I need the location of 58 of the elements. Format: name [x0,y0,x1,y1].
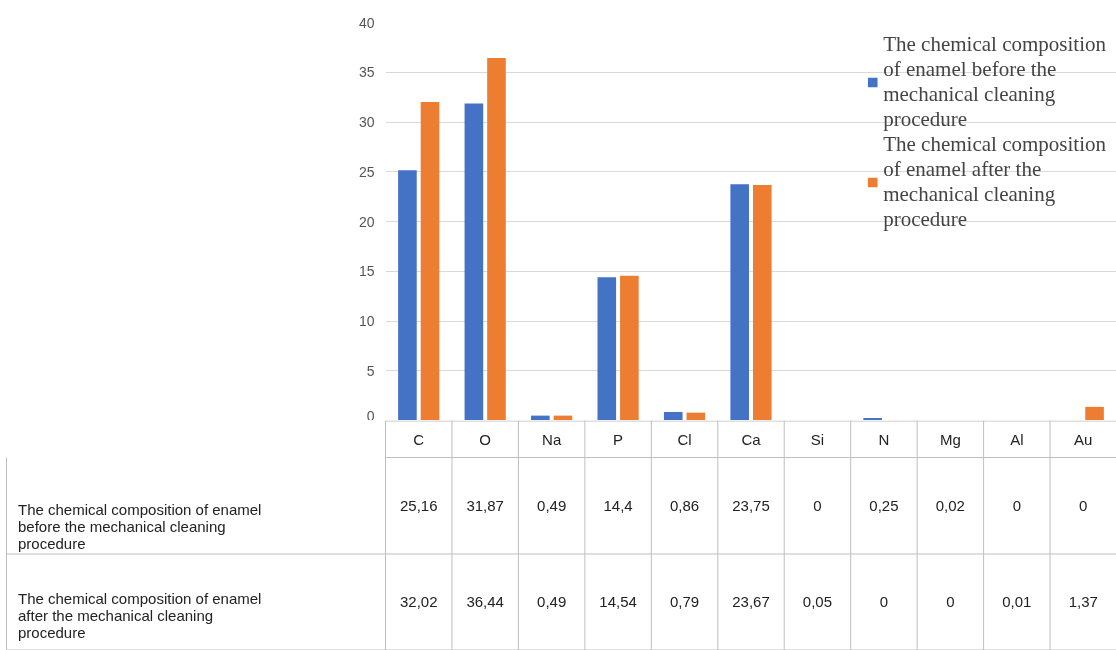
y-tick-label: 20 [358,213,375,230]
x-tick-label: Si [810,430,825,448]
x-tick-label: Ca [741,430,762,448]
bar [420,101,440,420]
bar [730,184,750,420]
data-label: 1,37 [1068,593,1098,611]
x-tick-label: Au [1074,430,1093,448]
data-label: 25,16 [399,496,438,514]
bar [464,103,484,420]
x-tick-label: Cl [677,430,692,448]
x-tick-label: O [479,430,492,448]
bar [1085,406,1104,420]
legend-label: The chemical composition of enamel after the mechanical cleaning procedure [883,132,1106,232]
data-label: 14,4 [603,496,633,514]
legend-label: The chemical composition of enamel before the mechanical cleaning procedure [883,32,1106,132]
data-label: 0 [813,496,822,514]
bar [620,275,639,420]
x-tick-label: Mg [939,430,961,448]
data-label: 0,25 [869,496,899,514]
y-tick-label: 40 [358,14,375,31]
text: The chemical composition of enamel after the mechanical cleaning procedure [18,590,262,641]
data-label: 32,02 [399,593,438,611]
y-tick-label: 0 [366,407,375,424]
data-label: 14,54 [599,593,637,611]
x-tick-label: N [878,430,890,448]
data-label: 36,44 [466,593,504,611]
y-tick-label: 10 [358,313,375,329]
x-tick-label: Na [542,430,562,448]
x-tick-label: C [413,430,425,448]
data-label: 0,02 [935,496,965,514]
y-tick-label: 30 [358,114,375,130]
data-label: 31,87 [466,496,504,514]
data-label: 0 [946,593,955,611]
data-label: 0,49 [537,496,567,514]
data-label: 0 [1079,496,1088,514]
bar [686,412,706,420]
y-tick-label: 5 [366,362,375,379]
data-label: 0,05 [802,593,833,611]
bar [597,277,617,420]
data-label: 0,01 [1002,593,1032,611]
data-label: 0,79 [669,593,700,611]
x-tick-label: P [613,430,624,448]
x-tick-label: Al [1010,430,1024,448]
bar [487,57,506,420]
data-label: 0 [1012,496,1021,514]
data-label: 23,75 [732,496,770,514]
y-tick-label: 25 [358,163,375,180]
data-label: 0 [879,593,889,611]
bar [531,415,550,420]
y-tick-label: 15 [358,263,375,280]
data-label: 0,49 [537,593,567,611]
y-tick-label: 35 [358,64,375,81]
bar [663,411,683,420]
bar [752,184,772,420]
bar [398,170,417,420]
text: The chemical composition of enamel before the mechanical cleaning procedure [18,501,262,552]
data-label: 23,67 [732,593,770,611]
data-label: 0,86 [669,496,700,514]
